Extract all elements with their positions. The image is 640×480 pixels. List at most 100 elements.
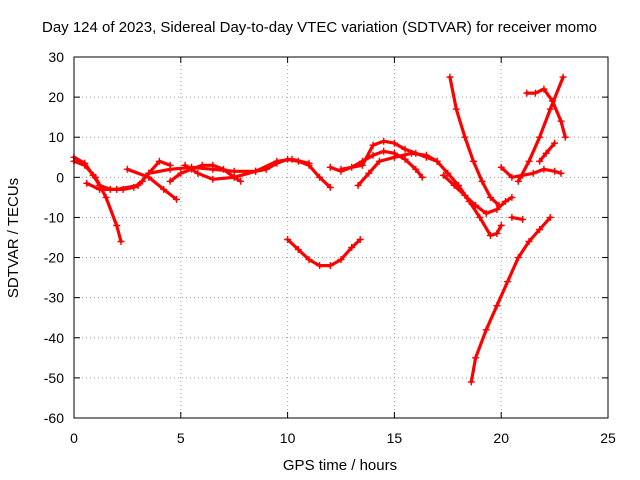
data-point-marker <box>557 169 565 177</box>
data-point-marker <box>478 177 486 185</box>
data-point-marker <box>472 354 480 362</box>
x-tick-label: 25 <box>600 430 616 446</box>
x-tick-label: 5 <box>177 430 185 446</box>
data-point-marker <box>525 157 533 165</box>
data-point-marker <box>390 153 398 161</box>
data-point-marker <box>380 147 388 155</box>
data-point-marker <box>493 205 501 213</box>
series-arc-18 <box>523 85 569 141</box>
data-point-marker <box>326 262 334 270</box>
data-point-marker <box>237 177 245 185</box>
data-point-marker <box>525 238 533 245</box>
data-point-marker <box>469 157 477 165</box>
data-point-marker <box>493 230 501 237</box>
data-point-marker <box>551 167 559 175</box>
data-point-marker <box>467 378 475 386</box>
data-point-marker <box>390 139 398 147</box>
data-point-marker <box>113 185 121 193</box>
series-arc-12 <box>446 73 503 209</box>
series-arc-6 <box>166 161 245 185</box>
data-point-marker <box>540 165 548 173</box>
data-point-marker <box>284 236 292 243</box>
data-point-marker <box>181 161 189 169</box>
data-point-marker <box>177 169 185 177</box>
data-point-marker <box>354 181 362 189</box>
data-point-marker <box>113 222 121 229</box>
data-point-marker <box>348 244 356 251</box>
data-point-marker <box>440 171 447 179</box>
data-point-marker <box>523 89 531 97</box>
chart-title: Day 124 of 2023, Sidereal Day-to-day VTE… <box>42 19 597 36</box>
x-tick-label: 15 <box>387 430 403 446</box>
y-tick-label: 10 <box>48 129 64 145</box>
data-point-marker <box>194 169 202 177</box>
data-point-marker <box>493 302 501 310</box>
data-point-marker <box>542 149 550 157</box>
data-point-marker <box>536 157 544 165</box>
data-point-marker <box>559 73 567 81</box>
series-arc-1 <box>70 157 125 245</box>
y-tick-label: 20 <box>48 89 64 105</box>
series-line <box>125 167 179 201</box>
series-arc-13 <box>440 171 516 217</box>
data-point-marker <box>220 165 227 173</box>
data-point-marker <box>497 222 505 229</box>
data-point-marker <box>326 163 334 171</box>
data-point-marker <box>497 163 505 171</box>
data-point-marker <box>504 278 512 286</box>
data-point-marker <box>166 177 174 185</box>
data-point-marker <box>551 139 559 147</box>
series-arc-15 <box>497 163 565 181</box>
data-point-marker <box>198 161 206 169</box>
data-point-marker <box>83 179 91 187</box>
y-tick-label: -40 <box>44 330 64 346</box>
data-point-marker <box>294 246 302 253</box>
series-arc-10 <box>354 149 505 239</box>
data-point-marker <box>546 105 554 113</box>
data-point-marker <box>508 193 516 201</box>
series-arc-14 <box>467 213 554 386</box>
data-point-marker <box>356 236 364 243</box>
data-point-marker <box>305 256 313 264</box>
data-point-marker <box>358 161 366 169</box>
grid-lines <box>74 57 608 418</box>
series-line <box>356 151 503 238</box>
series-arc-11 <box>284 236 364 270</box>
data-point-marker <box>401 145 409 153</box>
data-point-marker <box>418 173 426 181</box>
data-point-marker <box>89 171 97 179</box>
axis-ticks <box>73 56 609 419</box>
data-point-marker <box>536 226 544 233</box>
data-point-marker <box>365 169 373 177</box>
data-point-marker <box>230 173 238 181</box>
data-point-marker <box>514 177 522 185</box>
data-point-marker <box>422 151 430 159</box>
series-line <box>441 173 514 215</box>
data-point-marker <box>230 167 238 175</box>
data-point-marker <box>288 155 296 163</box>
series-line <box>525 87 567 139</box>
data-point-marker <box>316 173 324 181</box>
data-point-marker <box>369 151 377 159</box>
data-point-marker <box>450 181 458 189</box>
data-point-marker <box>155 157 163 165</box>
data-point-marker <box>273 157 281 165</box>
data-point-marker <box>326 183 334 191</box>
y-tick-label: 30 <box>48 49 64 65</box>
data-point-marker <box>519 215 527 223</box>
data-point-marker <box>337 256 345 264</box>
series-arc-16 <box>508 213 527 223</box>
data-point-marker <box>508 213 516 221</box>
data-point-marker <box>252 167 260 175</box>
data-point-marker <box>209 175 217 183</box>
data-point-marker <box>173 195 180 203</box>
data-point-marker <box>209 161 217 169</box>
data-point-marker <box>461 191 469 199</box>
data-point-marker <box>536 133 544 141</box>
data-point-marker <box>375 157 383 165</box>
data-point-marker <box>472 201 480 209</box>
data-point-marker <box>531 89 539 97</box>
data-point-marker <box>540 85 548 93</box>
y-tick-label: -30 <box>44 290 64 306</box>
